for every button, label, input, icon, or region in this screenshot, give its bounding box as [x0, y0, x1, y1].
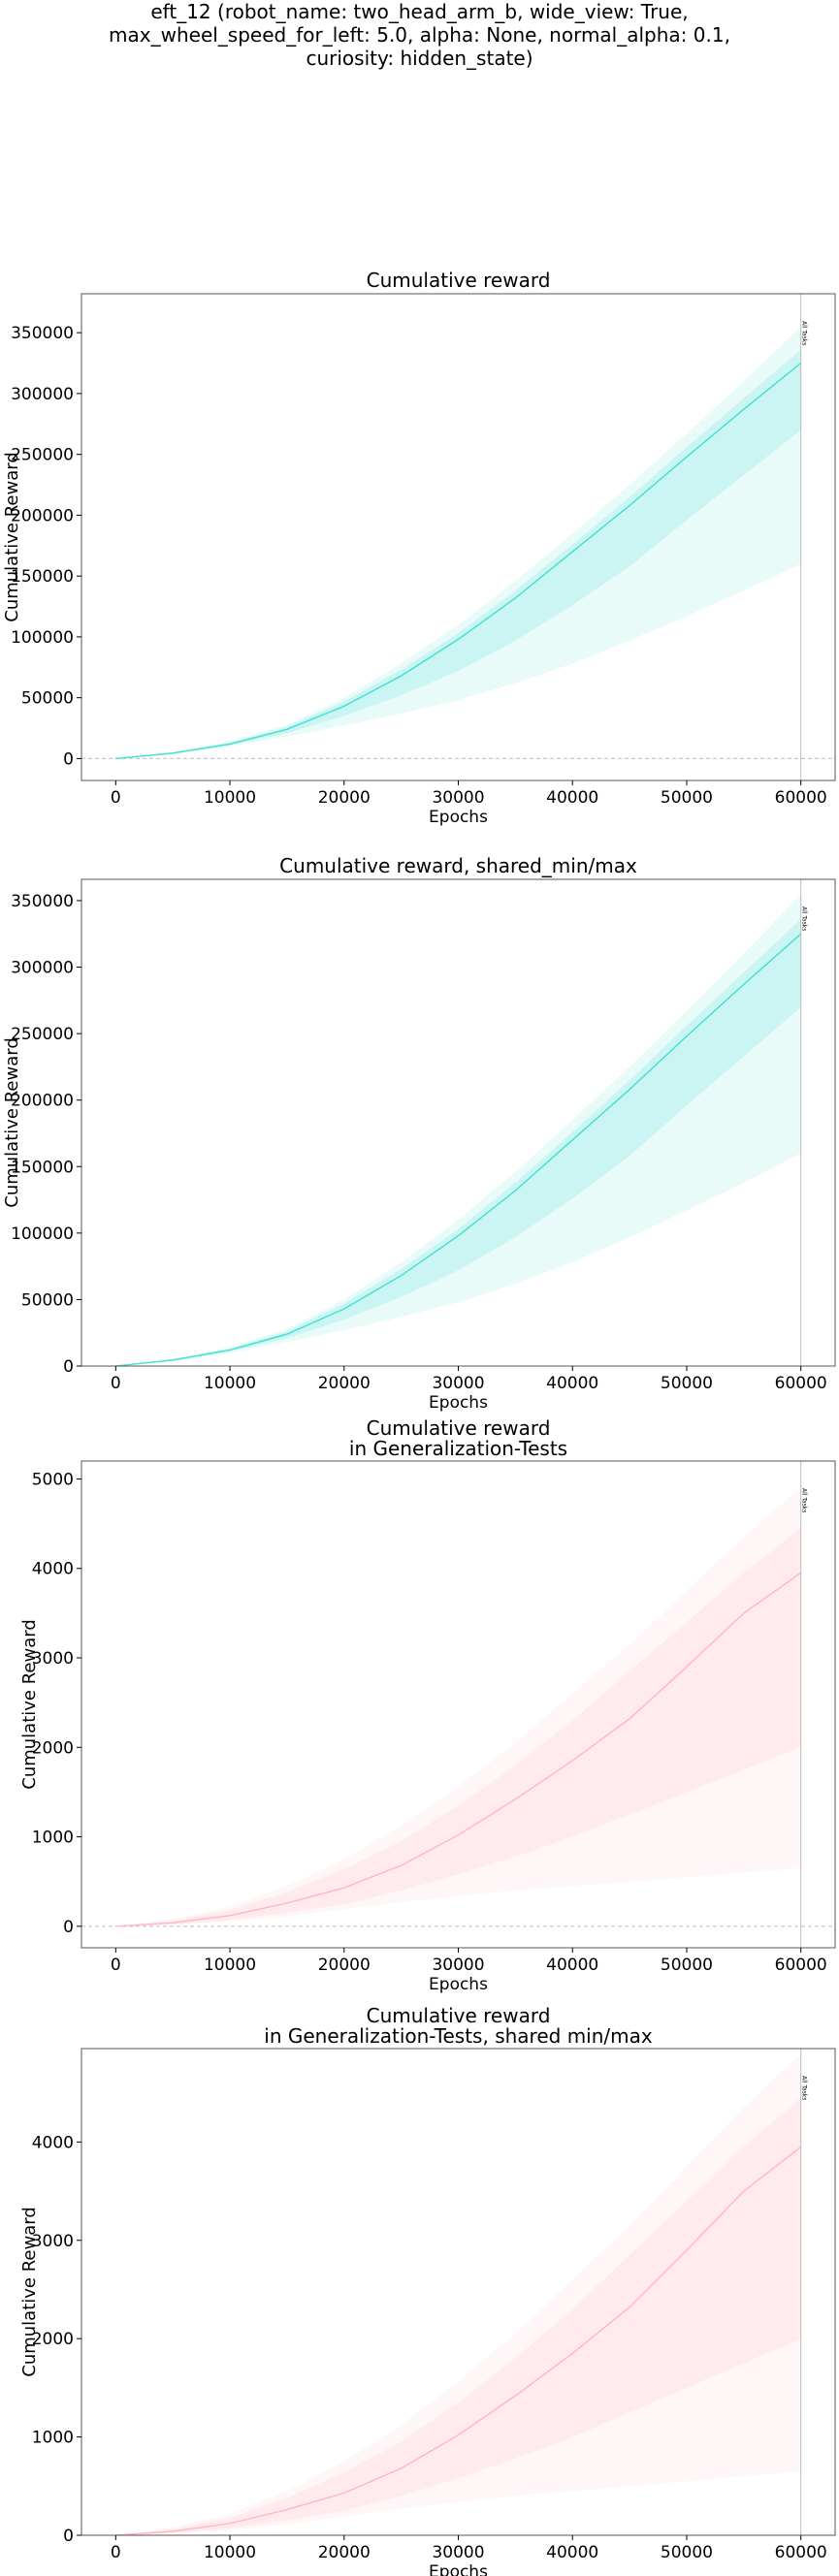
- figure-title-line-2: max_wheel_speed_for_left: 5.0, alpha: No…: [109, 23, 730, 47]
- inner-band-area: [115, 2097, 801, 2535]
- x-tick-label: 10000: [204, 788, 256, 808]
- x-tick-label: 60000: [775, 1374, 827, 1393]
- y-tick-label: 1000: [32, 2429, 74, 2448]
- x-tick-label: 60000: [775, 1956, 827, 1975]
- x-tick-label: 50000: [661, 1374, 713, 1393]
- task-marker-label: All Tasks: [801, 906, 808, 931]
- mean-line: [115, 933, 802, 1367]
- x-axis-label: Epochs: [429, 1975, 488, 1994]
- x-tick-label: 10000: [204, 2543, 256, 2562]
- x-tick-label: 50000: [661, 788, 713, 808]
- task-marker-label: All Tasks: [801, 321, 808, 345]
- x-axis-label: Epochs: [429, 808, 488, 827]
- outer-band-area: [115, 2053, 801, 2535]
- outer-band-area: [115, 1487, 801, 1926]
- x-tick-label: 0: [111, 1374, 121, 1393]
- y-axis-label: Cumulative Reward: [19, 2207, 40, 2377]
- x-tick-label: 30000: [432, 2543, 484, 2562]
- y-tick-label: 350000: [11, 324, 74, 343]
- y-tick-label: 1000: [32, 1829, 74, 1848]
- chart-title: in Generalization-Tests: [349, 1437, 567, 1460]
- figure-title: eft_12 (robot_name: two_head_arm_b, wide…: [0, 0, 839, 70]
- x-tick-label: 30000: [432, 1374, 484, 1393]
- y-tick-label: 0: [63, 1918, 74, 1937]
- y-tick-label: 300000: [11, 385, 74, 404]
- y-tick-label: 4000: [32, 1560, 74, 1579]
- x-tick-label: 30000: [432, 1956, 484, 1975]
- chart-title: Cumulative reward: [367, 2004, 551, 2027]
- y-tick-label: 50000: [21, 689, 74, 709]
- chart-title: in Generalization-Tests, shared min/max: [264, 2024, 653, 2048]
- y-tick-label: 100000: [11, 628, 74, 648]
- y-tick-label: 250000: [11, 446, 74, 465]
- outer-band-area: [115, 894, 801, 1366]
- y-tick-label: 300000: [11, 959, 74, 978]
- x-tick-label: 60000: [775, 2543, 827, 2562]
- y-tick-label: 2000: [32, 2330, 74, 2349]
- x-tick-label: 20000: [318, 1374, 371, 1393]
- x-tick-label: 50000: [661, 2543, 713, 2562]
- y-tick-label: 3000: [32, 2232, 74, 2251]
- x-tick-label: 50000: [661, 1956, 713, 1975]
- mean-line: [115, 1572, 802, 1927]
- chart-2: Cumulative reward, shared_min/max All Tas…: [2, 854, 836, 1413]
- task-marker-label: All Tasks: [801, 1488, 808, 1512]
- y-axis-label: Cumulative Reward: [19, 1619, 40, 1790]
- figure-title-line-3: curiosity: hidden_state): [306, 47, 533, 70]
- y-tick-label: 3000: [32, 1649, 74, 1669]
- y-tick-label: 0: [63, 1357, 74, 1377]
- chart-title: Cumulative reward: [367, 1416, 551, 1440]
- y-tick-label: 200000: [11, 1092, 74, 1111]
- y-tick-label: 0: [63, 749, 74, 769]
- x-tick-label: 0: [111, 1956, 121, 1975]
- x-tick-label: 40000: [546, 1956, 598, 1975]
- y-axis-label: Cumulative Reward: [2, 1037, 22, 1208]
- y-axis-label: Cumulative Reward: [2, 452, 22, 622]
- x-tick-label: 60000: [775, 788, 827, 808]
- x-tick-label: 0: [111, 788, 121, 808]
- inner-band-area: [115, 1528, 801, 1926]
- y-tick-label: 2000: [32, 1738, 74, 1758]
- x-tick-label: 20000: [318, 1956, 371, 1975]
- chart-title: Cumulative reward: [367, 269, 551, 292]
- mean-line: [115, 2146, 802, 2536]
- x-tick-label: 40000: [546, 788, 598, 808]
- y-tick-label: 50000: [21, 1290, 74, 1310]
- y-tick-label: 200000: [11, 506, 74, 525]
- chart-title: Cumulative reward, shared_min/max: [279, 854, 637, 877]
- x-tick-label: 20000: [318, 2543, 371, 2562]
- task-marker-label: All Tasks: [801, 2076, 808, 2100]
- y-tick-label: 250000: [11, 1025, 74, 1044]
- x-tick-label: 40000: [546, 2543, 598, 2562]
- y-tick-label: 5000: [32, 1470, 74, 1489]
- x-axis-label: Epochs: [429, 1393, 488, 1413]
- y-tick-label: 150000: [11, 567, 74, 587]
- x-tick-label: 10000: [204, 1956, 256, 1975]
- x-tick-label: 30000: [432, 788, 484, 808]
- x-tick-label: 10000: [204, 1374, 256, 1393]
- figure-title-line-1: eft_12 (robot_name: two_head_arm_b, wide…: [150, 0, 689, 23]
- y-tick-label: 0: [63, 2527, 74, 2546]
- x-tick-label: 0: [111, 2543, 121, 2562]
- y-tick-label: 150000: [11, 1158, 74, 1177]
- chart-1: Cumulative reward All Tasks 0 10000 20000 300…: [2, 269, 836, 827]
- outer-band-area: [115, 326, 801, 759]
- y-tick-label: 4000: [32, 2133, 74, 2152]
- y-tick-label: 350000: [11, 892, 74, 911]
- x-tick-label: 40000: [546, 1374, 598, 1393]
- x-axis-label: Epochs: [429, 2562, 488, 2576]
- x-tick-label: 20000: [318, 788, 371, 808]
- mean-line: [115, 362, 802, 760]
- y-tick-label: 100000: [11, 1224, 74, 1244]
